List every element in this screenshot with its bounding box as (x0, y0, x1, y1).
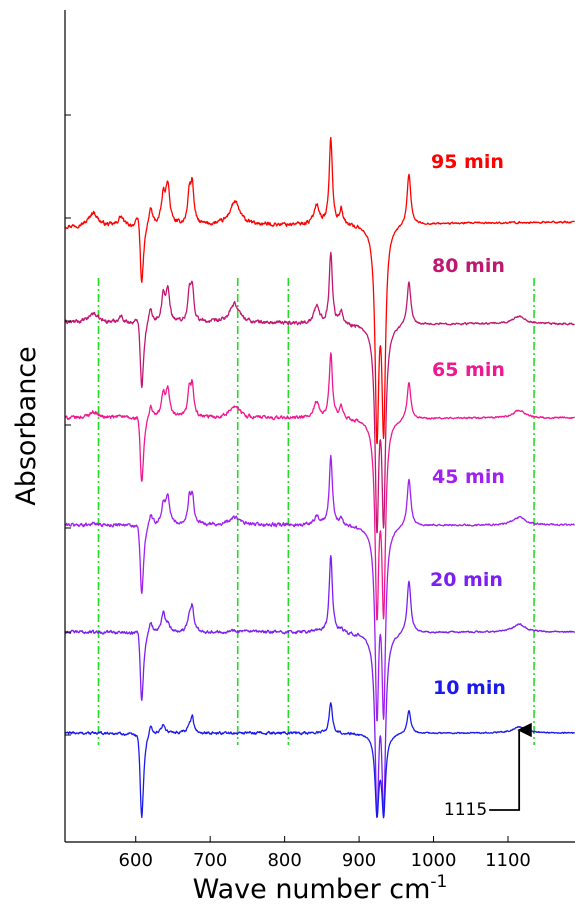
series-label-65-min: 65 min (432, 359, 505, 381)
series-line-45-min (65, 454, 575, 722)
x-axis-title-main: Wave number cm (193, 874, 431, 905)
series-line-65-min (65, 352, 575, 621)
x-tick-label-700: 700 (193, 850, 227, 871)
x-tick-label-1000: 1000 (411, 850, 457, 871)
x-axis-title: Wave number cm-1 (193, 872, 448, 905)
annotation-1115: 1115 (444, 800, 487, 820)
axes: 600 700 800 900 1000 1100 (64, 10, 575, 871)
series-label-80-min: 80 min (432, 255, 505, 277)
x-tick-label-800: 800 (267, 850, 301, 871)
series-line-10-min (65, 702, 575, 819)
series-label-95-min: 95 min (431, 151, 504, 173)
series-line-95-min (65, 136, 575, 445)
series-label-45-min: 45 min (432, 466, 505, 488)
reference-lines (97, 278, 535, 745)
plot-area: 600 700 800 900 1000 1100 95 min 80 min 65 min 4… (64, 10, 575, 871)
series-group (65, 136, 575, 819)
x-tick-label-900: 900 (342, 850, 376, 871)
series-line-20-min (65, 554, 575, 818)
x-axis-title-superscript: -1 (430, 872, 447, 892)
x-tick-label-1100: 1100 (485, 850, 531, 871)
series-labels: 95 min 80 min 65 min 45 min 20 min 10 min (430, 151, 506, 699)
series-line-80-min (65, 251, 575, 534)
series-label-10-min: 10 min (433, 677, 506, 699)
annotation-arrow (489, 722, 532, 811)
y-axis-title: Absorbance (11, 346, 42, 506)
series-label-20-min: 20 min (430, 569, 503, 591)
peak-annotation: 1115 (444, 722, 532, 820)
x-tick-label-600: 600 (119, 850, 153, 871)
